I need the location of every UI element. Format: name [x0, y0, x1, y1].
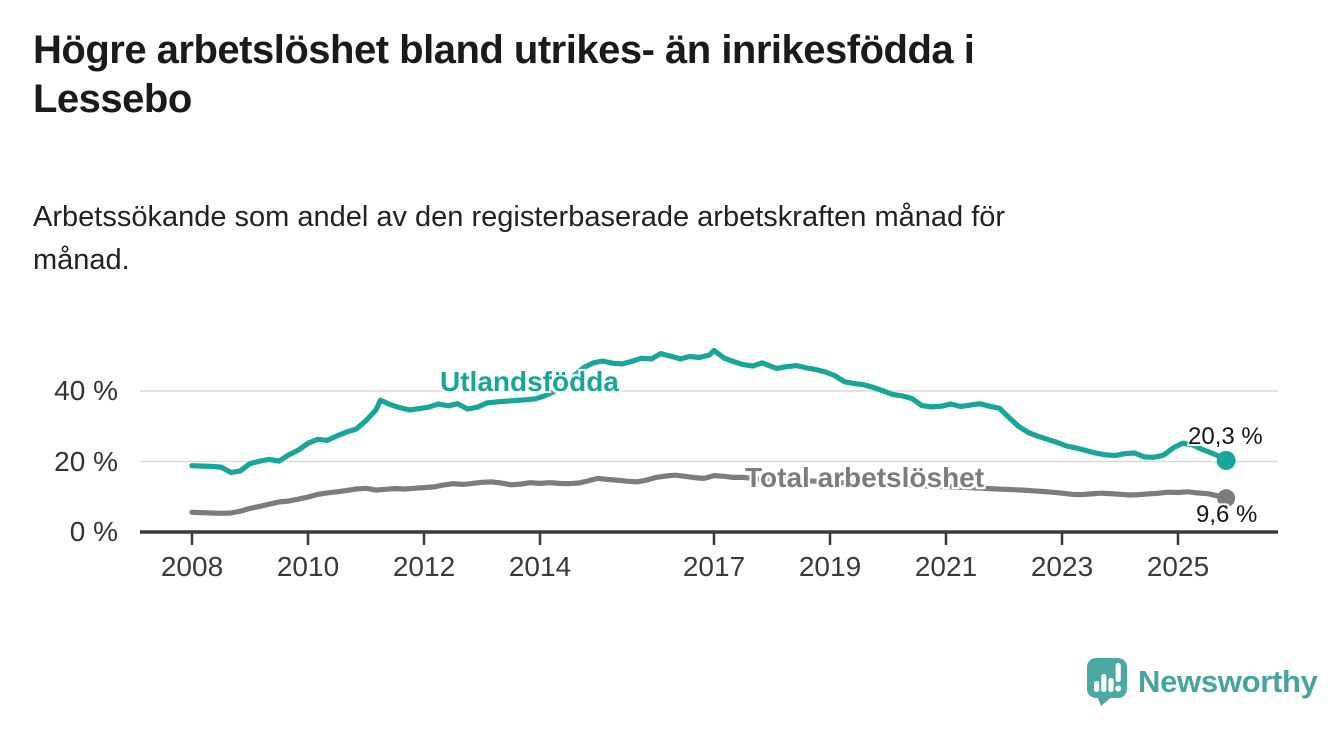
chart-subtitle-line-1: Arbetssökande som andel av den registerb…	[33, 201, 1006, 233]
chart-canvas	[140, 347, 1278, 545]
x-tick-label-2019: 2019	[798, 551, 862, 582]
x-tick-label-2010: 2010	[276, 551, 340, 582]
page-title: Högre arbetslöshet bland utrikes- än inr…	[33, 26, 1233, 124]
x-tick-label-2012: 2012	[392, 551, 456, 582]
end-value-label-utlandsfodda: 20,3 %	[1188, 423, 1263, 450]
series-line-0	[189, 347, 1229, 475]
page-title-line-2: Lessebo	[33, 76, 192, 121]
series-label-total-arbetsloshet: Total arbetslöshet	[745, 462, 985, 493]
x-tick-label-2021: 2021	[914, 551, 978, 582]
line-chart: 0 % 20 % 40 % 2008 2010 2012 2014 2017 2019 2021…	[0, 330, 1340, 590]
newsworthy-logo: Newsworthy	[1086, 656, 1318, 708]
newsworthy-icon	[1086, 654, 1128, 711]
y-tick-label-20: 20 %	[54, 445, 118, 477]
x-tick-label-2014: 2014	[508, 551, 572, 582]
x-tick-label-2023: 2023	[1030, 551, 1094, 582]
page-title-line-1: Högre arbetslöshet bland utrikes- än inr…	[33, 28, 975, 72]
newsworthy-wordmark: Newsworthy	[1138, 664, 1318, 699]
chart-subtitle-line-2: månad.	[33, 243, 130, 276]
y-tick-label-40: 40 %	[54, 375, 118, 406]
x-tick-label-2025: 2025	[1146, 551, 1210, 582]
series-end-dot-1	[1217, 489, 1236, 508]
y-tick-label-0: 0 %	[69, 516, 118, 547]
series-end-dot-0	[1216, 450, 1236, 470]
end-value-label-total: 9,6 %	[1196, 501, 1258, 528]
series-label-utlandsfodda: Utlandsfödda	[440, 366, 619, 397]
series-line-1	[189, 472, 1229, 516]
x-tick-label-2017: 2017	[682, 551, 746, 582]
x-tick-label-2008: 2008	[160, 551, 224, 582]
chart-subtitle: Arbetssökande som andel av den registerb…	[33, 196, 1233, 282]
